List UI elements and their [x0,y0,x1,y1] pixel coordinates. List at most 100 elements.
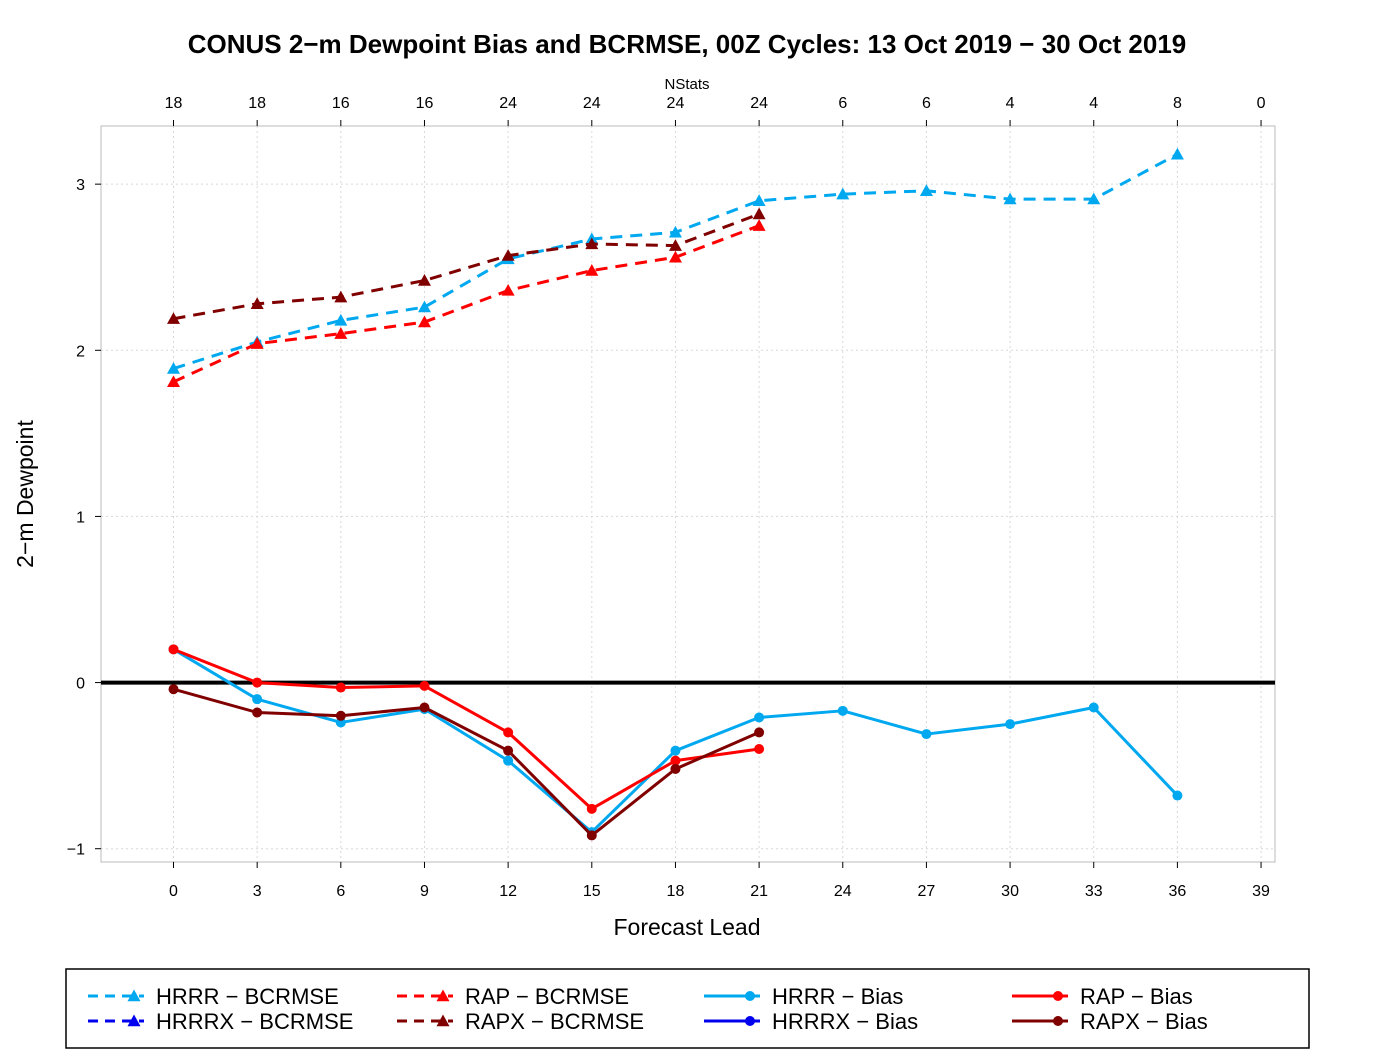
data-point [586,803,597,814]
data-point [585,237,599,250]
x-tick-label: 18 [667,883,685,900]
data-point [167,362,181,374]
y-axis-ticks: −1 0 1 2 3 [67,177,101,859]
data-point [919,184,933,196]
chart-title: CONUS 2−m Dewpoint Bias and BCRMSE, 00Z … [188,29,1187,59]
series-2 [167,219,766,388]
data-point [752,219,766,231]
x-tick-label: 0 [169,883,178,900]
nstats-value: 4 [1006,95,1015,112]
nstats-value: 8 [1173,95,1182,112]
data-point [752,194,766,206]
nstats-value: 0 [1257,95,1266,112]
data-point [1172,790,1183,801]
nstats-value: 24 [667,95,685,112]
data-point [503,755,514,766]
y-tick-label: 1 [76,509,85,526]
data-point [752,207,766,220]
data-point [335,682,346,693]
y-tick-label: 3 [76,177,85,194]
x-tick-label: 21 [750,883,768,900]
legend-label: HRRR − Bias [772,984,903,1009]
data-point [252,694,263,705]
data-point [334,313,348,326]
nstats-value: 16 [416,95,434,112]
series-0 [167,147,1184,374]
series-line [173,687,760,837]
series-7 [168,684,765,841]
legend-box [65,968,1310,1049]
legend-entry: HRRRX − Bias [704,1009,918,1034]
nstats-value: 6 [922,95,931,112]
data-point [417,300,431,313]
data-point [837,705,848,716]
legend-label: RAPX − Bias [1080,1009,1208,1034]
legend-entry: HRRR − Bias [704,984,903,1009]
data-point [335,710,346,721]
data-point [503,727,514,738]
legend-label: RAPX − BCRMSE [465,1009,644,1034]
x-tick-label: 39 [1252,883,1270,900]
x-tick-label: 24 [834,883,852,900]
data-point [754,744,765,755]
data-point [754,712,765,723]
x-axis-label: Forecast Lead [613,914,760,940]
x-tick-label: 36 [1169,883,1187,900]
series-line [172,224,760,384]
data-point [417,274,431,286]
data-point [670,755,681,766]
legend-swatch-marker [436,989,450,1002]
y-tick-label: −1 [67,842,85,859]
y-axis-label: 2−m Dewpoint [12,420,38,568]
data-point [1005,719,1016,730]
nstats-value: 24 [583,95,601,112]
legend-entry: HRRR − BCRMSE [88,984,339,1009]
x-tick-label: 3 [253,883,262,900]
legend-swatch-marker [1053,1016,1063,1026]
series-6 [168,644,765,814]
legend-entry: RAPX − Bias [1012,1009,1208,1034]
nstats-axis-label: NStats [664,76,709,93]
legend-entry: RAP − Bias [1012,984,1193,1009]
nstats-ticks: 18 18 16 16 24 24 24 24 6 6 4 4 8 0 [165,95,1266,126]
x-axis-ticks: 0 3 6 9 12 15 18 21 24 27 30 33 36 39 [169,862,1270,900]
x-tick-label: 12 [499,883,517,900]
series-3 [167,207,766,324]
grid [101,126,1275,862]
data-point [670,763,681,774]
data-point [167,375,181,388]
data-point [668,239,682,251]
y-tick-label: 0 [76,676,85,693]
series-line [172,647,760,811]
data-point [668,225,682,238]
data-point [670,745,681,756]
data-point [501,249,515,261]
data-point [419,680,430,691]
plot-frame [100,125,1276,863]
data-point [836,187,850,200]
x-tick-label: 6 [336,883,345,900]
legend-entry: RAP − BCRMSE [397,984,629,1009]
nstats-value: 18 [165,95,183,112]
data-point [1087,192,1101,205]
data-point [1088,702,1099,713]
data-point [585,264,599,276]
data-point [250,337,264,349]
x-tick-label: 9 [420,883,429,900]
x-tick-label: 15 [583,883,601,900]
x-tick-label: 33 [1085,883,1103,900]
legend-entry: HRRRX − BCRMSE [88,1009,353,1034]
x-tick-label: 30 [1001,883,1019,900]
legend-label: RAP − BCRMSE [465,984,629,1009]
data-point [921,729,932,740]
legend-label: RAP − Bias [1080,984,1193,1009]
data-point [586,830,597,841]
data-point [250,297,264,309]
series-4 [168,644,1183,838]
data-point [503,745,514,756]
data-point [419,702,430,713]
data-point [501,283,515,296]
legend-swatch-marker [127,1014,141,1027]
